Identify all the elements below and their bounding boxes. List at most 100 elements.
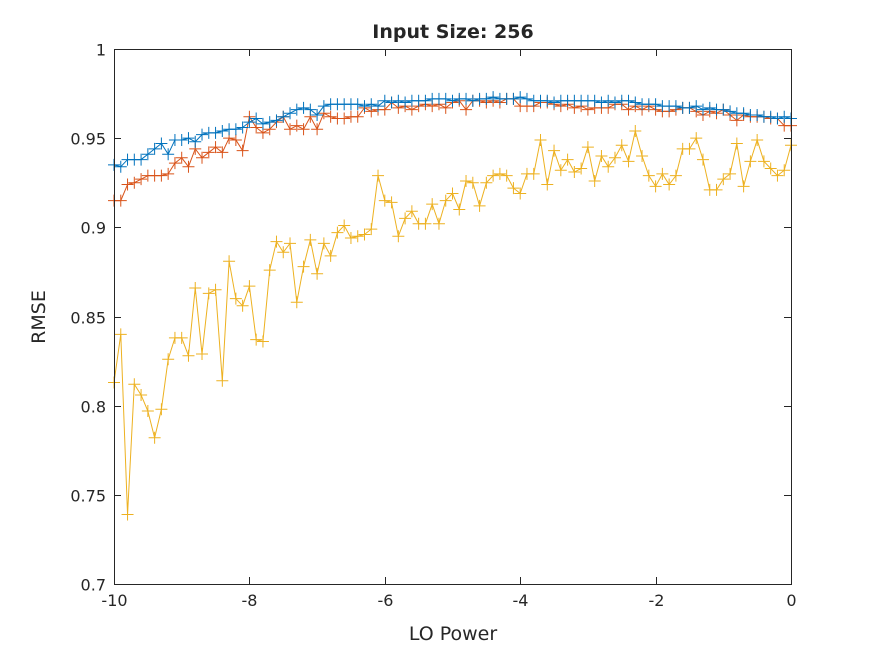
data-point-marker — [284, 123, 297, 136]
data-point-marker — [514, 91, 527, 104]
data-point-marker — [358, 100, 371, 113]
data-point-marker — [405, 205, 418, 218]
data-point-marker — [622, 155, 635, 168]
data-point-marker — [514, 187, 527, 200]
data-point-marker — [764, 162, 777, 175]
data-point-marker — [669, 169, 682, 182]
data-point-marker — [155, 169, 168, 182]
data-point-marker — [446, 187, 459, 200]
data-point-marker — [209, 126, 222, 139]
data-point-marker — [135, 388, 148, 401]
data-point-marker — [629, 96, 642, 109]
x-tick-label: -10 — [101, 591, 127, 610]
data-point-marker — [114, 328, 127, 341]
data-point-marker — [243, 116, 256, 129]
data-point-marker — [351, 230, 364, 243]
data-point-marker — [256, 335, 269, 348]
x-tick-label: 0 — [786, 591, 796, 610]
data-point-marker — [548, 96, 561, 109]
data-point-marker — [730, 137, 743, 150]
data-point-marker — [507, 182, 520, 195]
data-point-marker — [128, 378, 141, 391]
data-point-marker — [196, 151, 209, 164]
data-point-marker — [771, 112, 784, 125]
data-point-marker — [128, 176, 141, 189]
data-point-marker — [202, 287, 215, 300]
data-point-marker — [385, 96, 398, 109]
data-point-marker — [737, 107, 750, 120]
data-point-marker — [223, 255, 236, 268]
data-point-marker — [392, 94, 405, 107]
x-axis-label: LO Power — [409, 623, 498, 645]
data-point-marker — [284, 237, 297, 250]
data-point-marker — [114, 194, 127, 207]
data-point-marker — [236, 144, 249, 157]
data-point-marker — [270, 235, 283, 248]
data-point-marker — [182, 349, 195, 362]
data-point-marker — [290, 103, 303, 116]
data-point-marker — [595, 150, 608, 162]
data-point-marker — [507, 92, 520, 105]
data-point-marker — [696, 153, 709, 166]
data-point-marker — [561, 153, 574, 166]
data-point-marker — [622, 94, 635, 107]
data-point-marker — [588, 94, 601, 107]
data-point-marker — [541, 94, 554, 107]
data-point-marker — [453, 203, 466, 216]
y-tick-label: 0.7 — [81, 576, 106, 595]
data-point-marker — [703, 101, 716, 114]
data-point-marker — [378, 194, 391, 207]
data-point-marker — [236, 299, 249, 312]
data-point-marker — [365, 98, 378, 111]
data-point-marker — [392, 230, 405, 243]
data-point-marker — [182, 132, 195, 145]
data-point-marker — [196, 128, 209, 141]
data-point-marker — [338, 219, 351, 232]
y-tick-label: 0.9 — [81, 219, 106, 238]
data-point-marker — [771, 169, 784, 182]
series-1 — [108, 91, 797, 173]
x-tick-label: -6 — [378, 591, 394, 610]
data-point-marker — [209, 141, 222, 154]
data-point-marker — [717, 103, 730, 116]
data-point-marker — [229, 133, 242, 146]
data-point-marker — [385, 196, 398, 209]
data-point-marker — [168, 157, 181, 170]
data-point-marker — [263, 264, 276, 277]
data-point-marker — [324, 249, 337, 262]
data-point-marker — [365, 223, 378, 236]
data-point-marker — [683, 101, 696, 114]
data-point-marker — [290, 296, 303, 309]
data-point-marker — [778, 110, 791, 123]
data-point-marker — [378, 94, 391, 107]
data-point-marker — [270, 114, 283, 127]
x-axis-ticks: -10 -8 -6 -4 -2 0 — [101, 49, 797, 610]
data-point-marker — [189, 281, 202, 294]
data-point-marker — [629, 125, 642, 138]
data-point-marker — [358, 228, 371, 241]
data-point-marker — [351, 98, 364, 111]
data-point-marker — [277, 246, 290, 259]
data-point-marker — [344, 232, 357, 245]
data-point-marker — [399, 96, 412, 109]
data-point-marker — [419, 217, 432, 230]
data-point-marker — [642, 169, 655, 182]
data-point-marker — [466, 94, 479, 107]
data-point-marker — [284, 107, 297, 120]
data-point-marker — [615, 139, 628, 152]
y-axis-label: RMSE — [28, 290, 50, 344]
data-point-marker — [426, 198, 439, 211]
data-point-marker — [588, 174, 601, 187]
data-point-marker — [460, 103, 473, 116]
data-point-marker — [311, 267, 324, 280]
data-point-marker — [216, 146, 229, 159]
data-point-marker — [554, 164, 567, 177]
data-point-marker — [751, 133, 764, 146]
data-point-marker — [229, 292, 242, 305]
data-point-marker — [608, 151, 621, 164]
data-point-marker — [548, 144, 561, 157]
data-point-marker — [141, 148, 154, 161]
data-point-marker — [182, 160, 195, 173]
data-point-marker — [683, 142, 696, 155]
